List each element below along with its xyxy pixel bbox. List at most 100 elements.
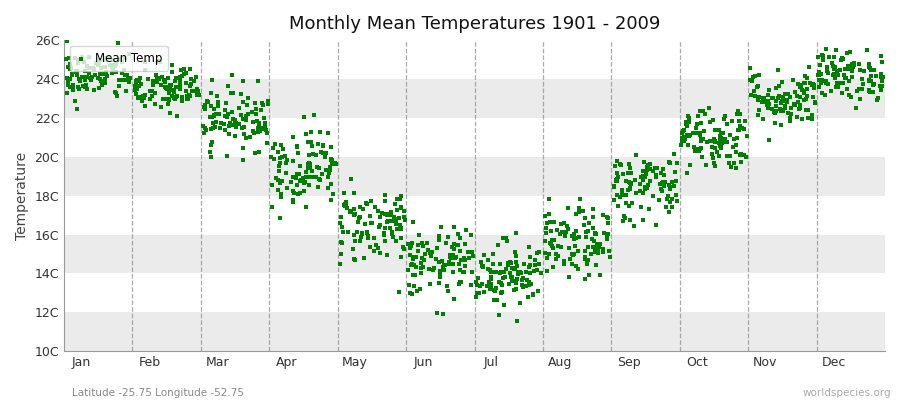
Mean Temp xyxy=(718,136,733,142)
Mean Temp xyxy=(689,121,704,127)
Mean Temp xyxy=(833,57,848,63)
Mean Temp xyxy=(700,139,715,145)
Mean Temp xyxy=(850,88,864,95)
Mean Temp xyxy=(228,118,242,125)
Mean Temp xyxy=(167,95,182,102)
Mean Temp xyxy=(820,67,834,74)
Mean Temp xyxy=(333,220,347,226)
Mean Temp xyxy=(778,105,792,111)
Mean Temp xyxy=(543,219,557,225)
Mean Temp xyxy=(234,91,248,97)
Mean Temp xyxy=(624,169,638,176)
Mean Temp xyxy=(842,78,856,85)
Mean Temp xyxy=(662,199,677,206)
Mean Temp xyxy=(697,136,711,142)
Mean Temp xyxy=(662,160,677,166)
Mean Temp xyxy=(203,154,218,160)
Mean Temp xyxy=(444,255,458,262)
Mean Temp xyxy=(206,113,220,119)
Mean Temp xyxy=(792,106,806,112)
Mean Temp xyxy=(738,118,752,124)
Mean Temp xyxy=(334,214,348,220)
Mean Temp xyxy=(538,250,553,257)
Mean Temp xyxy=(487,286,501,293)
Mean Temp xyxy=(287,190,302,196)
Mean Temp xyxy=(465,269,480,276)
Mean Temp xyxy=(162,90,176,96)
Mean Temp xyxy=(739,154,753,160)
Mean Temp xyxy=(556,258,571,264)
Mean Temp xyxy=(774,122,788,128)
Mean Temp xyxy=(504,260,518,266)
Mean Temp xyxy=(812,72,826,78)
Mean Temp xyxy=(61,64,76,70)
Mean Temp xyxy=(129,78,143,84)
Mean Temp xyxy=(206,120,220,126)
Mean Temp xyxy=(845,64,859,70)
Mean Temp xyxy=(806,82,820,88)
Mean Temp xyxy=(760,98,775,104)
Mean Temp xyxy=(377,232,392,238)
Mean Temp xyxy=(272,163,286,169)
Mean Temp xyxy=(635,176,650,183)
Mean Temp xyxy=(248,149,262,156)
Mean Temp xyxy=(560,223,574,230)
Mean Temp xyxy=(842,92,856,98)
Mean Temp xyxy=(795,87,809,94)
Mean Temp xyxy=(562,245,576,251)
Mean Temp xyxy=(819,45,833,52)
Mean Temp xyxy=(89,60,104,66)
Mean Temp xyxy=(505,274,519,280)
Mean Temp xyxy=(97,71,112,77)
Legend: Mean Temp: Mean Temp xyxy=(70,46,168,71)
Mean Temp xyxy=(105,70,120,76)
Mean Temp xyxy=(649,222,663,228)
Mean Temp xyxy=(61,77,76,84)
Mean Temp xyxy=(748,73,762,79)
Mean Temp xyxy=(302,174,316,180)
Mean Temp xyxy=(430,310,445,317)
Mean Temp xyxy=(596,212,610,218)
Mean Temp xyxy=(591,244,606,250)
Mean Temp xyxy=(770,97,784,104)
Mean Temp xyxy=(323,167,338,173)
Mean Temp xyxy=(384,231,399,238)
Mean Temp xyxy=(493,290,508,296)
Mean Temp xyxy=(814,71,828,77)
Mean Temp xyxy=(325,161,339,168)
Mean Temp xyxy=(175,73,189,80)
Mean Temp xyxy=(219,100,233,106)
Mean Temp xyxy=(275,154,290,160)
Mean Temp xyxy=(420,247,435,253)
Mean Temp xyxy=(542,196,556,203)
Mean Temp xyxy=(66,87,80,94)
Mean Temp xyxy=(843,49,858,56)
Mean Temp xyxy=(86,66,101,72)
Mean Temp xyxy=(438,240,453,246)
Mean Temp xyxy=(274,142,288,148)
Mean Temp xyxy=(348,238,363,244)
Mean Temp xyxy=(340,205,355,211)
Mean Temp xyxy=(688,125,703,132)
Mean Temp xyxy=(184,81,199,87)
Mean Temp xyxy=(274,194,288,200)
Mean Temp xyxy=(256,102,270,109)
Mean Temp xyxy=(837,72,851,78)
Mean Temp xyxy=(572,248,586,254)
Mean Temp xyxy=(404,243,419,250)
Mean Temp xyxy=(696,108,710,114)
Mean Temp xyxy=(592,272,607,278)
Mean Temp xyxy=(237,98,251,105)
Mean Temp xyxy=(643,161,657,167)
Mean Temp xyxy=(236,144,250,151)
Mean Temp xyxy=(590,245,604,251)
Mean Temp xyxy=(337,229,351,235)
Mean Temp xyxy=(73,78,87,84)
Mean Temp xyxy=(86,74,100,80)
Mean Temp xyxy=(829,84,843,91)
Mean Temp xyxy=(635,168,650,174)
Mean Temp xyxy=(779,97,794,104)
Mean Temp xyxy=(790,114,805,120)
Mean Temp xyxy=(637,159,652,165)
Mean Temp xyxy=(750,84,764,91)
